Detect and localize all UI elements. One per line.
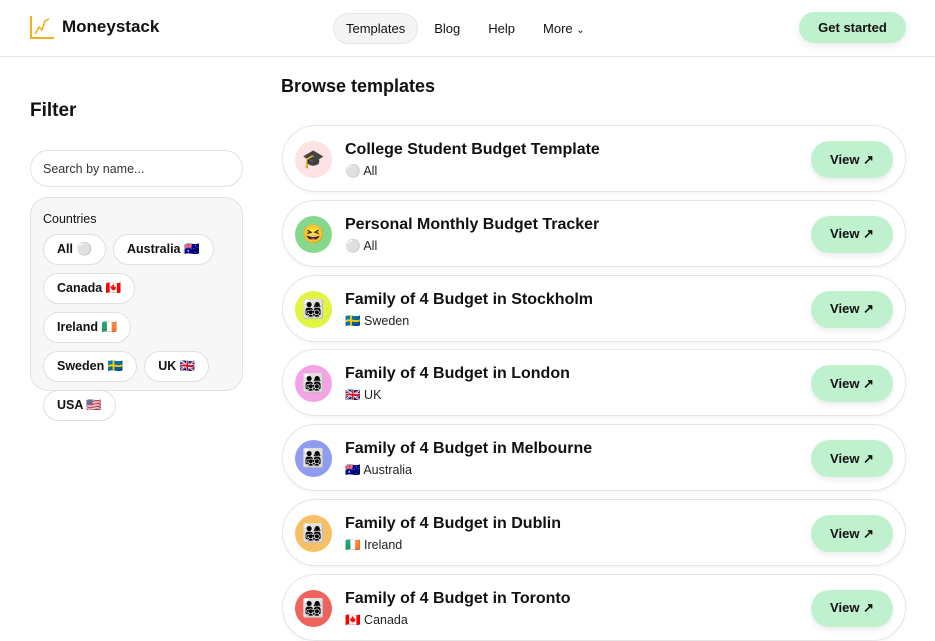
nav-blog[interactable]: Blog xyxy=(434,21,461,36)
template-country: 🇬🇧 UK xyxy=(345,388,382,403)
template-country: 🇸🇪 Sweden xyxy=(345,313,410,328)
template-title[interactable]: Family of 4 Budget in London xyxy=(345,365,570,383)
template-country: 🇨🇦 Canada xyxy=(345,612,408,627)
template-country: 🇦🇺 Australia xyxy=(345,463,412,478)
top-nav: Moneystack Templates Blog Help More ⌄ Ge… xyxy=(0,0,935,57)
template-icon: 👨‍👩‍👧‍👦 xyxy=(295,515,332,552)
template-title[interactable]: Family of 4 Budget in Dublin xyxy=(345,515,561,532)
country-chip[interactable]: Sweden 🇸🇪 xyxy=(43,351,138,382)
country-chip[interactable]: Australia 🇦🇺 xyxy=(113,234,214,265)
template-icon: 👨‍👩‍👧‍👦 xyxy=(295,440,332,478)
search-input[interactable] xyxy=(30,150,243,187)
template-title[interactable]: College Student Budget Template xyxy=(345,141,600,158)
template-card[interactable]: 😆 Personal Monthly Budget Tracker ⚪ All … xyxy=(282,199,906,267)
country-chip[interactable]: Ireland 🇮🇪 xyxy=(43,312,132,343)
template-icon: 👨‍👩‍👧‍👦 xyxy=(295,589,332,627)
template-card[interactable]: 👨‍👩‍👧‍👦 Family of 4 Budget in Dublin 🇮🇪 … xyxy=(282,499,906,566)
template-card[interactable]: 🎓 College Student Budget Template ⚪ All … xyxy=(282,125,906,192)
page-title: Browse templates xyxy=(281,76,436,96)
template-icon: 👨‍👩‍👧‍👦 xyxy=(295,290,332,328)
view-button[interactable]: View ↗ xyxy=(811,589,893,627)
template-card[interactable]: 👨‍👩‍👧‍👦 Family of 4 Budget in Melbourne … xyxy=(282,424,906,492)
nav-help[interactable]: Help xyxy=(488,21,516,36)
country-chip[interactable]: All ⚪ xyxy=(43,234,107,265)
view-button[interactable]: View ↗ xyxy=(811,440,893,478)
get-started-button[interactable]: Get started xyxy=(799,12,906,43)
nav-templates[interactable]: Templates xyxy=(333,13,419,44)
brand-logo[interactable]: Moneystack xyxy=(30,15,159,39)
chevron-down-icon: ⌄ xyxy=(576,25,585,36)
brand-name: Moneystack xyxy=(62,17,160,36)
template-country: ⚪ All xyxy=(345,238,378,253)
nav-more-label: More xyxy=(543,21,573,36)
country-chip[interactable]: USA 🇺🇸 xyxy=(43,390,116,421)
chart-logo-icon xyxy=(30,16,54,39)
countries-filter: Countries All ⚪ Australia 🇦🇺 Canada 🇨🇦 Irel… xyxy=(30,197,243,421)
template-title[interactable]: Family of 4 Budget in Melbourne xyxy=(345,440,593,458)
template-icon: 🎓 xyxy=(295,141,332,178)
nav-more[interactable]: More ⌄ xyxy=(531,14,597,43)
countries-label: Countries xyxy=(43,212,97,226)
country-chip[interactable]: UK 🇬🇧 xyxy=(144,351,210,382)
view-button[interactable]: View ↗ xyxy=(811,365,893,403)
filter-title: Filter xyxy=(30,100,77,121)
template-card[interactable]: 👨‍👩‍👧‍👦 Family of 4 Budget in Toronto 🇨🇦… xyxy=(282,573,906,641)
view-button[interactable]: View ↗ xyxy=(811,515,893,552)
template-country: 🇮🇪 Ireland xyxy=(345,538,403,552)
view-button[interactable]: View ↗ xyxy=(811,290,893,328)
template-title[interactable]: Family of 4 Budget in Toronto xyxy=(345,589,571,607)
template-card[interactable]: 👨‍👩‍👧‍👦 Family of 4 Budget in Stockholm … xyxy=(282,274,906,342)
template-title[interactable]: Family of 4 Budget in Stockholm xyxy=(345,290,594,308)
main-nav: Templates Blog Help More ⌄ xyxy=(333,13,597,44)
country-chip[interactable]: Canada 🇨🇦 xyxy=(43,273,136,304)
template-icon: 😆 xyxy=(295,215,332,253)
template-country: ⚪ All xyxy=(345,164,378,178)
template-icon: 👨‍👩‍👧‍👦 xyxy=(295,365,332,403)
view-button[interactable]: View ↗ xyxy=(811,141,893,178)
template-title[interactable]: Personal Monthly Budget Tracker xyxy=(345,215,600,233)
view-button[interactable]: View ↗ xyxy=(811,215,893,253)
template-card[interactable]: 👨‍👩‍👧‍👦 Family of 4 Budget in London 🇬🇧 … xyxy=(282,349,906,417)
